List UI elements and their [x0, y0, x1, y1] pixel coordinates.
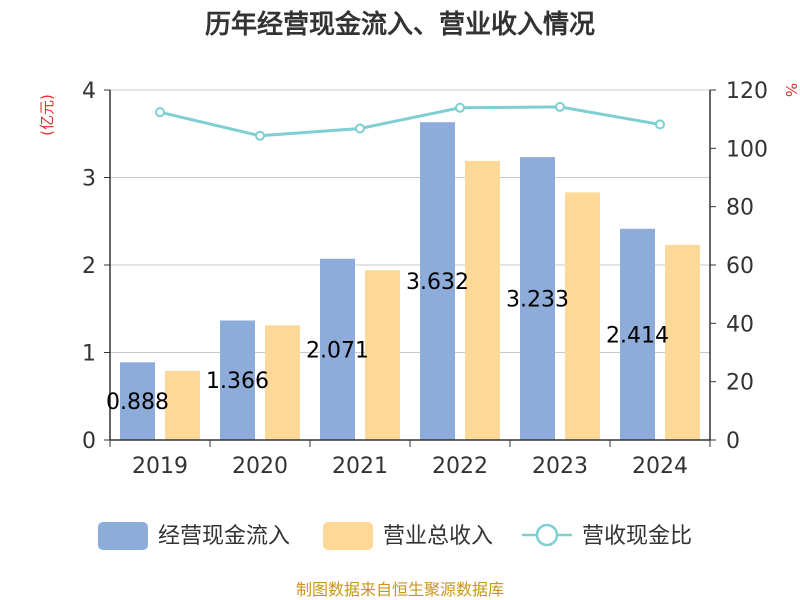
- bar-revenue: [465, 160, 500, 440]
- source-note: 制图数据来自恒生聚源数据库: [296, 580, 504, 599]
- right-tick-label: 60: [726, 254, 754, 279]
- ratio-point: [255, 130, 265, 141]
- bar-revenue: [565, 192, 600, 440]
- left-axis-unit: (亿元): [38, 94, 56, 136]
- bar-cash-inflow: [420, 122, 455, 440]
- x-tick-label: 2019: [132, 454, 188, 479]
- data-labels: 0.888 1.366 2.071 3.632 3.233 2.414: [106, 270, 669, 415]
- left-tick-label: 4: [82, 79, 96, 104]
- right-tick-label: 80: [726, 196, 754, 221]
- chart-title: 历年经营现金流入、营业收入情况: [205, 9, 595, 40]
- ratio-point: [555, 101, 565, 112]
- bar-cash-inflow: [620, 228, 655, 440]
- ratio-point: [155, 107, 165, 118]
- bar-data-label: 2.414: [606, 323, 669, 348]
- bar-data-label: 3.632: [406, 270, 469, 295]
- bar-data-label: 0.888: [106, 390, 169, 415]
- gridlines: [110, 89, 710, 353]
- legend-marker: [535, 523, 559, 547]
- bar-revenue: [165, 370, 200, 440]
- right-tick-label: 120: [726, 79, 768, 104]
- right-axis-unit: %: [782, 83, 800, 97]
- bar-data-label: 3.233: [506, 288, 569, 313]
- bar-cash-inflow: [220, 320, 255, 440]
- ratio-line: [155, 101, 665, 141]
- x-tick-label: 2020: [232, 454, 288, 479]
- bar-revenue: [665, 244, 700, 440]
- bar-data-label: 1.366: [206, 369, 269, 394]
- x-tick-label: 2024: [632, 454, 688, 479]
- right-tick-label: 40: [726, 312, 754, 337]
- ratio-point: [655, 119, 665, 130]
- left-tick-label: 1: [82, 342, 96, 367]
- x-tick-label: 2022: [432, 454, 488, 479]
- legend-swatch: [98, 522, 148, 550]
- bar-revenue: [265, 325, 300, 440]
- bar-data-label: 2.071: [306, 338, 369, 363]
- bars: [120, 122, 700, 441]
- legend-swatch: [323, 522, 373, 550]
- right-tick-label: 0: [726, 429, 740, 454]
- bar-cash-inflow: [320, 258, 355, 440]
- x-tick-label: 2021: [332, 454, 388, 479]
- ratio-line-path: [159, 105, 661, 138]
- legend-label: 营业总收入: [383, 524, 493, 549]
- left-tick-label: 3: [82, 167, 96, 192]
- right-tick-label: 20: [726, 371, 754, 396]
- right-tick-label: 100: [726, 137, 768, 162]
- bar-cash-inflow: [120, 362, 155, 440]
- left-tick-label: 2: [82, 254, 96, 279]
- left-tick-label: 0: [82, 429, 96, 454]
- legend-label: 经营现金流入: [158, 524, 290, 549]
- ratio-point: [355, 123, 365, 134]
- legend: 经营现金流入 营业总收入 营收现金比: [98, 522, 692, 550]
- ratio-point: [455, 102, 465, 113]
- legend-label: 营收现金比: [582, 524, 692, 549]
- x-tick-label: 2023: [532, 454, 588, 479]
- bar-revenue: [365, 270, 400, 440]
- bar-cash-inflow: [520, 157, 555, 441]
